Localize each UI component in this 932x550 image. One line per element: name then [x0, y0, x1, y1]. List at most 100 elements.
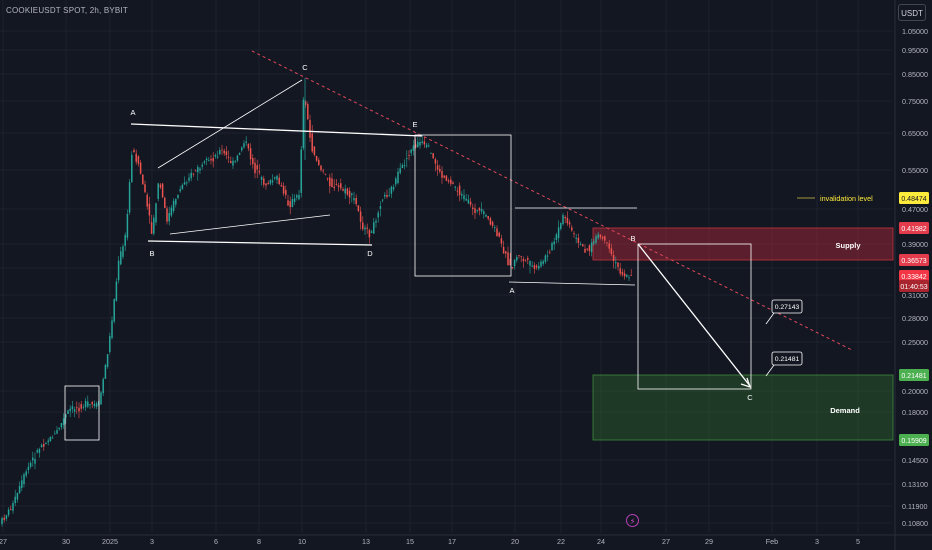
candle-body	[540, 261, 542, 267]
candle-body	[575, 237, 577, 239]
candle-body	[230, 161, 232, 164]
candle-body	[577, 237, 580, 243]
price-tag-demand-bottom	[899, 434, 929, 446]
candle-body	[36, 450, 38, 453]
price-tag-text: 0.33842	[901, 274, 926, 281]
candle-body	[368, 230, 371, 238]
price-tag-text: 0.48474	[901, 196, 926, 203]
candle-body	[186, 182, 188, 184]
candle-body	[216, 156, 219, 158]
candle-body	[588, 245, 591, 251]
x-tick-label: 2025	[102, 537, 118, 546]
lightning-icon[interactable]: ⚡	[626, 514, 639, 527]
candle-body	[175, 199, 177, 205]
x-tick-label: 30	[62, 537, 70, 546]
currency-button[interactable]: USDT	[898, 4, 926, 21]
candle-body	[238, 153, 241, 155]
candle-body	[432, 153, 434, 159]
candle-body	[566, 217, 569, 224]
candle-body	[568, 222, 571, 225]
wave-labels: A B C D E A B C	[130, 63, 753, 402]
candle-body	[58, 427, 60, 430]
candle-body	[271, 180, 274, 183]
candle-body	[535, 265, 538, 268]
candle-body	[430, 152, 432, 154]
candle-body	[522, 259, 525, 261]
candle-body	[615, 262, 617, 264]
candle-body	[599, 234, 602, 238]
x-tick-label: 24	[597, 537, 605, 546]
price-tag-text: 01:40:53	[900, 284, 927, 291]
triangle-upper-line	[130, 123, 423, 137]
y-tick-label: 0.14500	[902, 456, 928, 465]
candle-body	[320, 165, 322, 171]
candle-body	[406, 158, 408, 159]
y-tick-label: 0.18000	[902, 408, 928, 417]
projection-box	[637, 243, 752, 390]
range-box	[414, 134, 512, 277]
price-tag-supply-top	[899, 222, 929, 234]
candle-body	[245, 141, 247, 143]
target-callout-pointer	[765, 312, 775, 325]
price-tag-last-price	[899, 270, 929, 282]
candle-body	[538, 265, 540, 269]
candle-body	[225, 151, 228, 156]
price-tag-invalidation	[899, 192, 929, 204]
projection-arrow-head	[740, 377, 752, 389]
candle-body	[280, 185, 283, 187]
candle-body	[164, 197, 166, 208]
candle-body	[78, 407, 80, 412]
wedge-upper-line	[157, 79, 303, 169]
candle-body	[296, 195, 298, 198]
candle-body	[80, 404, 82, 409]
candle-body	[25, 471, 27, 476]
candle-body	[153, 217, 155, 234]
price-tag-supply-bottom	[899, 254, 929, 266]
candle-body	[408, 155, 410, 157]
candle-body	[219, 150, 221, 155]
y-tick-label: 0.47000	[902, 205, 928, 214]
candle-body	[549, 251, 551, 253]
candle-body	[628, 277, 630, 279]
candle-body	[232, 160, 234, 166]
candle-body	[597, 234, 599, 239]
candle-body	[403, 164, 406, 166]
candle-body	[91, 401, 93, 405]
candle-body	[7, 509, 10, 516]
candle-body	[47, 440, 49, 443]
candle-body	[120, 251, 122, 265]
wave-label: B	[149, 249, 154, 258]
candle-body	[472, 207, 474, 210]
candle-body	[267, 182, 269, 185]
x-tick-label: 3	[815, 537, 819, 546]
symbol-title[interactable]: COOKIEUSDT SPOT, 2h, BYBIT	[6, 6, 128, 15]
candle-body	[27, 466, 30, 471]
candle-body	[604, 236, 606, 241]
candle-body	[124, 234, 126, 246]
candle-body	[353, 198, 355, 201]
candle-body	[621, 271, 624, 275]
candle-body	[190, 172, 192, 179]
candle-body	[401, 165, 404, 169]
wave-label: D	[367, 249, 373, 258]
candle-body	[480, 209, 483, 212]
candle-body	[115, 281, 118, 301]
candle-body	[626, 274, 628, 277]
demand-zone	[592, 374, 894, 441]
candle-body	[509, 258, 511, 266]
candle-body	[465, 198, 467, 201]
candle-body	[302, 99, 305, 149]
target-callout-text: 0.21481	[775, 356, 800, 363]
candle-body	[269, 180, 272, 184]
x-tick-label: 20	[511, 537, 519, 546]
candle-body	[65, 414, 67, 418]
candle-body	[289, 201, 291, 208]
candle-body	[489, 218, 492, 225]
candle-body	[450, 179, 452, 184]
candle-body	[93, 404, 96, 407]
candle-body	[285, 189, 287, 196]
candle-body	[623, 273, 626, 277]
candle-body	[142, 174, 144, 185]
